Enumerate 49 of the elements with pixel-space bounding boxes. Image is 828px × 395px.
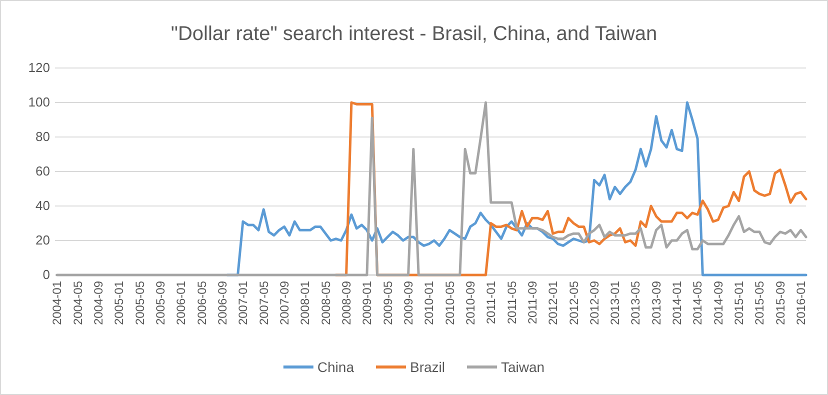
y-tick-label: 100 bbox=[28, 94, 50, 110]
x-tick-label: 2004-05 bbox=[70, 280, 85, 326]
legend-label: Brazil bbox=[410, 359, 446, 375]
legend-label: Taiwan bbox=[501, 359, 545, 375]
x-tick-label: 2015-01 bbox=[732, 280, 746, 326]
x-tick-label: 2009-09 bbox=[401, 280, 416, 326]
x-tick-label: 2011-09 bbox=[525, 280, 540, 324]
x-tick-label: 2013-01 bbox=[608, 280, 622, 326]
x-tick-label: 2005-05 bbox=[132, 280, 147, 326]
x-tick-label: 2012-09 bbox=[587, 280, 602, 326]
x-tick-label: 2012-05 bbox=[566, 280, 581, 326]
line-series bbox=[56, 101, 808, 276]
x-tick-label: 2005-09 bbox=[154, 280, 168, 326]
y-tick-label: 40 bbox=[36, 198, 50, 214]
x-tick-label: 2007-05 bbox=[256, 280, 271, 326]
y-tick-label: 0 bbox=[42, 267, 50, 282]
x-tick-label: 2010-05 bbox=[442, 280, 457, 326]
x-tick-label: 2009-05 bbox=[380, 280, 395, 326]
x-tick-label: 2006-05 bbox=[194, 280, 209, 326]
x-tick-label: 2007-09 bbox=[277, 280, 292, 326]
y-tick-label: 120 bbox=[28, 60, 50, 76]
x-tick-label: 2006-09 bbox=[215, 280, 230, 326]
x-tick-label: 2008-01 bbox=[298, 280, 312, 326]
y-tick-label: 60 bbox=[36, 164, 50, 179]
x-tick-label: 2012-01 bbox=[546, 280, 560, 326]
x-tick-label: 2016-01 bbox=[794, 280, 808, 326]
y-tick-label: 20 bbox=[36, 232, 50, 248]
x-tick-label: 2014-05 bbox=[690, 280, 705, 326]
x-tick-label: 2011-05 bbox=[504, 280, 519, 324]
y-tick-label: 80 bbox=[36, 129, 50, 144]
x-tick-label: 2014-09 bbox=[711, 280, 726, 326]
x-tick-label: 2014-01 bbox=[670, 280, 684, 326]
x-tick-label: 2009-01 bbox=[360, 280, 374, 326]
x-tick-label: 2010-01 bbox=[422, 280, 436, 326]
x-tick-label: 2013-09 bbox=[649, 280, 664, 326]
x-tick-label: 2007-01 bbox=[236, 280, 250, 326]
chart-title: "Dollar rate" search interest - Brasil, China, and Taiwan bbox=[170, 23, 658, 45]
x-tick-label: 2011-01 bbox=[484, 280, 498, 324]
x-tick-label: 2010-09 bbox=[463, 280, 478, 326]
x-tick-label: 2004-01 bbox=[50, 280, 64, 326]
x-tick-label: 2004-09 bbox=[92, 280, 106, 326]
x-tick-label: 2008-05 bbox=[318, 280, 333, 326]
x-tick-label: 2005-01 bbox=[112, 280, 126, 326]
x-tick-label: 2015-09 bbox=[773, 280, 788, 326]
legend-label: China bbox=[317, 359, 354, 375]
x-tick-label: 2013-05 bbox=[628, 280, 643, 326]
x-tick-label: 2006-01 bbox=[174, 280, 188, 326]
x-tick-label: 2008-09 bbox=[339, 280, 354, 326]
x-tick-label: 2015-05 bbox=[752, 280, 767, 326]
